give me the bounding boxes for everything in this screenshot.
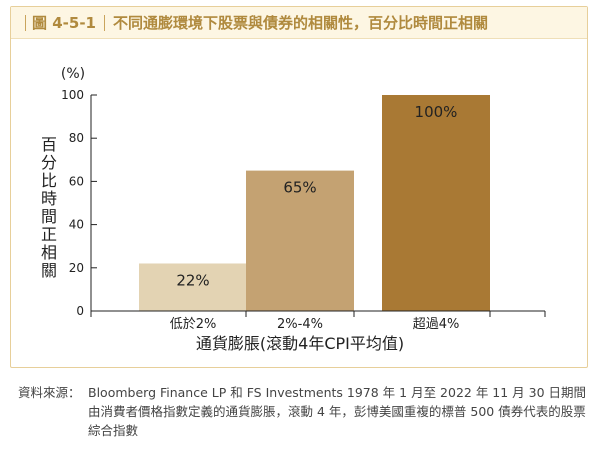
- y-axis-title-char: 比: [41, 171, 57, 190]
- title-divider: [25, 14, 26, 31]
- bar-3: [382, 95, 490, 311]
- bar-chart: 0 20 40 60 80 100 (%) 22% 65% 100% 低於2% 2%-4% 超過4%…: [41, 66, 546, 353]
- figure-title-bar: 圖 4-5-1 不同通膨環境下股票與債券的相關性，百分比時間正相關: [11, 7, 587, 39]
- y-axis-unit: (%): [61, 66, 85, 82]
- y-axis-title-char: 百: [41, 135, 57, 154]
- y-axis-title-char: 關: [41, 261, 57, 280]
- y-tick-label: 20: [69, 261, 84, 275]
- y-tick-label: 60: [69, 174, 84, 188]
- y-axis-title-char: 間: [41, 207, 57, 226]
- bar-value-label: 22%: [176, 271, 209, 289]
- x-tick-label: 2%-4%: [277, 317, 323, 332]
- source-text: Bloomberg Finance LP 和 FS Investments 19…: [88, 385, 587, 438]
- title-divider: [104, 14, 105, 31]
- bar-value-label: 65%: [283, 179, 316, 197]
- bars: 22% 65% 100%: [139, 95, 490, 311]
- figure-number: 圖 4-5-1: [32, 14, 96, 32]
- x-axis: 低於2% 2%-4% 超過4% 通貨膨脹(滾動4年CPI平均值): [90, 310, 546, 353]
- y-axis: 0 20 40 60 80 100 (%): [61, 66, 97, 318]
- x-tick-label: 超過4%: [413, 317, 460, 332]
- y-tick-label: 40: [69, 218, 84, 232]
- y-tick-label: 0: [76, 304, 84, 318]
- y-axis-title-char: 分: [41, 153, 57, 172]
- y-tick-label: 80: [69, 131, 84, 145]
- bar-2: [246, 170, 354, 311]
- x-axis-title: 通貨膨脹(滾動4年CPI平均值): [196, 334, 404, 353]
- y-axis-title-char: 相: [41, 243, 57, 262]
- y-tick-label: 100: [61, 88, 84, 102]
- y-axis-title: 百分比時間正相關: [41, 135, 57, 280]
- figure-title: 不同通膨環境下股票與債券的相關性，百分比時間正相關: [113, 14, 489, 32]
- x-tick-label: 低於2%: [170, 316, 217, 332]
- figure-frame: 圖 4-5-1 不同通膨環境下股票與債券的相關性，百分比時間正相關: [10, 6, 588, 368]
- source-label: 資料來源：: [18, 385, 81, 400]
- bar-value-label: 100%: [415, 103, 458, 121]
- y-axis-title-char: 正: [41, 225, 57, 244]
- y-axis-title-char: 時: [41, 189, 57, 208]
- bar-1: [139, 263, 247, 311]
